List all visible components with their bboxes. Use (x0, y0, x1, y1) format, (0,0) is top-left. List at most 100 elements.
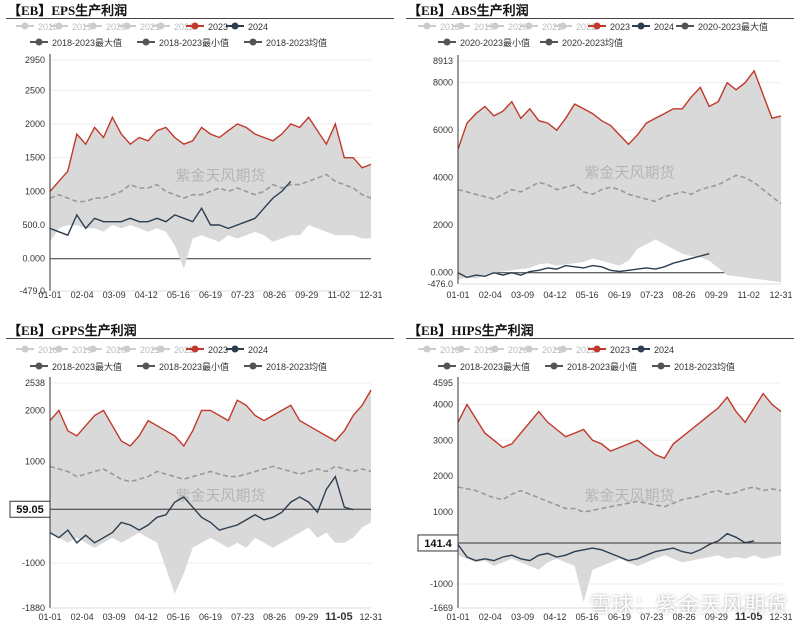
crosshair-label-box (417, 534, 459, 552)
y-tick-label: 2950 (25, 55, 45, 65)
max-min-band (50, 390, 371, 594)
legend-marker (35, 362, 43, 370)
series-2024 (457, 532, 755, 562)
legend-label: 2019 (474, 345, 494, 355)
y-tick-label: -479.0 (19, 286, 45, 296)
legend-label: 2019 (72, 22, 92, 32)
x-tick-label: 06-19 (608, 612, 631, 622)
y-tick-label: -1669 (430, 603, 453, 613)
legend-marker (142, 362, 150, 370)
legend-label: 2019 (72, 345, 92, 355)
legend-label: 2023 (610, 345, 630, 355)
y-tick-label: 1000 (25, 456, 45, 466)
legend-marker (142, 38, 150, 46)
hips-chart: 2018 2019 2020 2021 2022 2023 2024 2018-2023最大值… (417, 345, 793, 623)
legend-label: 2018 (440, 345, 460, 355)
x-tick-label: 05-16 (576, 290, 599, 300)
x-tick-label: 04-12 (135, 612, 158, 622)
y-tick-label: 2500 (25, 85, 45, 95)
legend-marker (525, 22, 533, 30)
x-tick-label: 03-09 (511, 612, 534, 622)
chart-title: 【EB】EPS生产利润 (8, 3, 128, 18)
y-tick-label: 2000 (25, 405, 45, 415)
title-divider (406, 18, 794, 19)
y-tick-label: 2000 (25, 119, 45, 129)
series-2024 (49, 475, 354, 544)
x-tick-label: 08-26 (263, 290, 286, 300)
x-tick-label: 11-05 (325, 611, 353, 623)
y-tick-label: 2000 (433, 220, 453, 230)
legend-marker (443, 38, 451, 46)
legend-marker (231, 345, 239, 353)
x-tick-label: 01-01 (446, 290, 469, 300)
legend-label: 2018-2023最大值 (52, 361, 122, 372)
legend-marker (457, 345, 465, 353)
y-tick-label: -1000 (430, 579, 453, 589)
legend-label: 2018 (440, 22, 460, 32)
legend-marker (55, 345, 63, 353)
x-tick-label: 01-01 (38, 612, 61, 622)
legend-marker (545, 38, 553, 46)
y-tick-label: -1000 (22, 558, 45, 568)
abs-chart: 2018 2019 2020 2021 2022 2023 2024 2020-2023最大值… (418, 21, 793, 300)
legend-label: 2018-2023最小值 (159, 361, 229, 372)
legend-label: 2022 (174, 345, 194, 355)
legend-marker (191, 345, 199, 353)
x-tick-label: 01-01 (38, 290, 61, 300)
x-tick-label: 12-31 (769, 612, 792, 622)
mean-line (49, 465, 372, 483)
x-tick-label: 11-05 (735, 611, 763, 623)
x-tick-label: 11-02 (738, 290, 760, 300)
mean-line (49, 173, 372, 203)
chart-watermark: 紫金天风期货 (175, 488, 265, 505)
eps-chart: 2018 2019 2020 2021 2022 2023 2024 2018-2023最大值… (16, 22, 383, 300)
legend-label: 2018-2023最大值 (52, 37, 122, 48)
x-tick-label: 06-19 (608, 290, 631, 300)
legend-marker (35, 38, 43, 46)
x-tick-label: 07-23 (640, 612, 663, 622)
x-tick-label: 12-31 (359, 290, 382, 300)
x-tick-label: 12-31 (359, 612, 382, 622)
y-tick-label: 8913 (433, 56, 453, 66)
y-tick-label: 500.0 (22, 220, 45, 230)
legend-label: 2023 (208, 345, 228, 355)
panel-abs: 【EB】ABS生产利润 2018 2019 2020 2021 2022 2023 2024… (400, 0, 800, 313)
x-tick-label: 04-12 (543, 612, 566, 622)
legend-label: 2018-2023最小值 (567, 361, 637, 372)
legend-label: 2018-2023最大值 (460, 361, 530, 372)
y-tick-label: -1880 (22, 603, 45, 613)
crosshair-label: 141.4 (424, 538, 452, 550)
legend-marker (423, 22, 431, 30)
x-tick-label: 09-29 (295, 290, 318, 300)
x-tick-label: 08-26 (673, 290, 696, 300)
y-tick-label: 1000 (433, 507, 453, 517)
x-tick-label: 07-23 (640, 290, 663, 300)
legend-marker (231, 22, 239, 30)
legend-label: 2020-2023最小值 (460, 37, 530, 48)
x-tick-label: 08-26 (673, 612, 696, 622)
mean-line (457, 174, 782, 205)
legend-marker (593, 345, 601, 353)
chart-watermark: 紫金天风期货 (175, 168, 265, 185)
y-tick-label: 3000 (433, 435, 453, 445)
legend-label: 2020 (508, 22, 528, 32)
y-tick-label: 6000 (433, 125, 453, 135)
legend-marker (191, 22, 199, 30)
legend-marker (559, 22, 567, 30)
legend-label: 2024 (654, 22, 674, 32)
legend-label: 2019 (474, 22, 494, 32)
legend-marker (249, 38, 257, 46)
chart-title: 【EB】GPPS生产利润 (8, 323, 137, 338)
x-tick-label: 02-04 (479, 290, 502, 300)
chart-watermark: 紫金天风期货 (584, 488, 674, 505)
legend-label: 2020 (106, 345, 126, 355)
gpps-chart: 2018 2019 2020 2021 2022 2023 2024 2018-2023最大值… (9, 345, 383, 623)
x-tick-label: 07-23 (231, 612, 254, 622)
y-tick-label: 0.000 (22, 254, 45, 264)
legend-marker (491, 22, 499, 30)
legend-marker (423, 345, 431, 353)
legend-marker (681, 22, 689, 30)
y-tick-label: 1000 (25, 186, 45, 196)
x-tick-label: 02-04 (71, 612, 94, 622)
y-tick-label: -476.0 (427, 279, 453, 289)
